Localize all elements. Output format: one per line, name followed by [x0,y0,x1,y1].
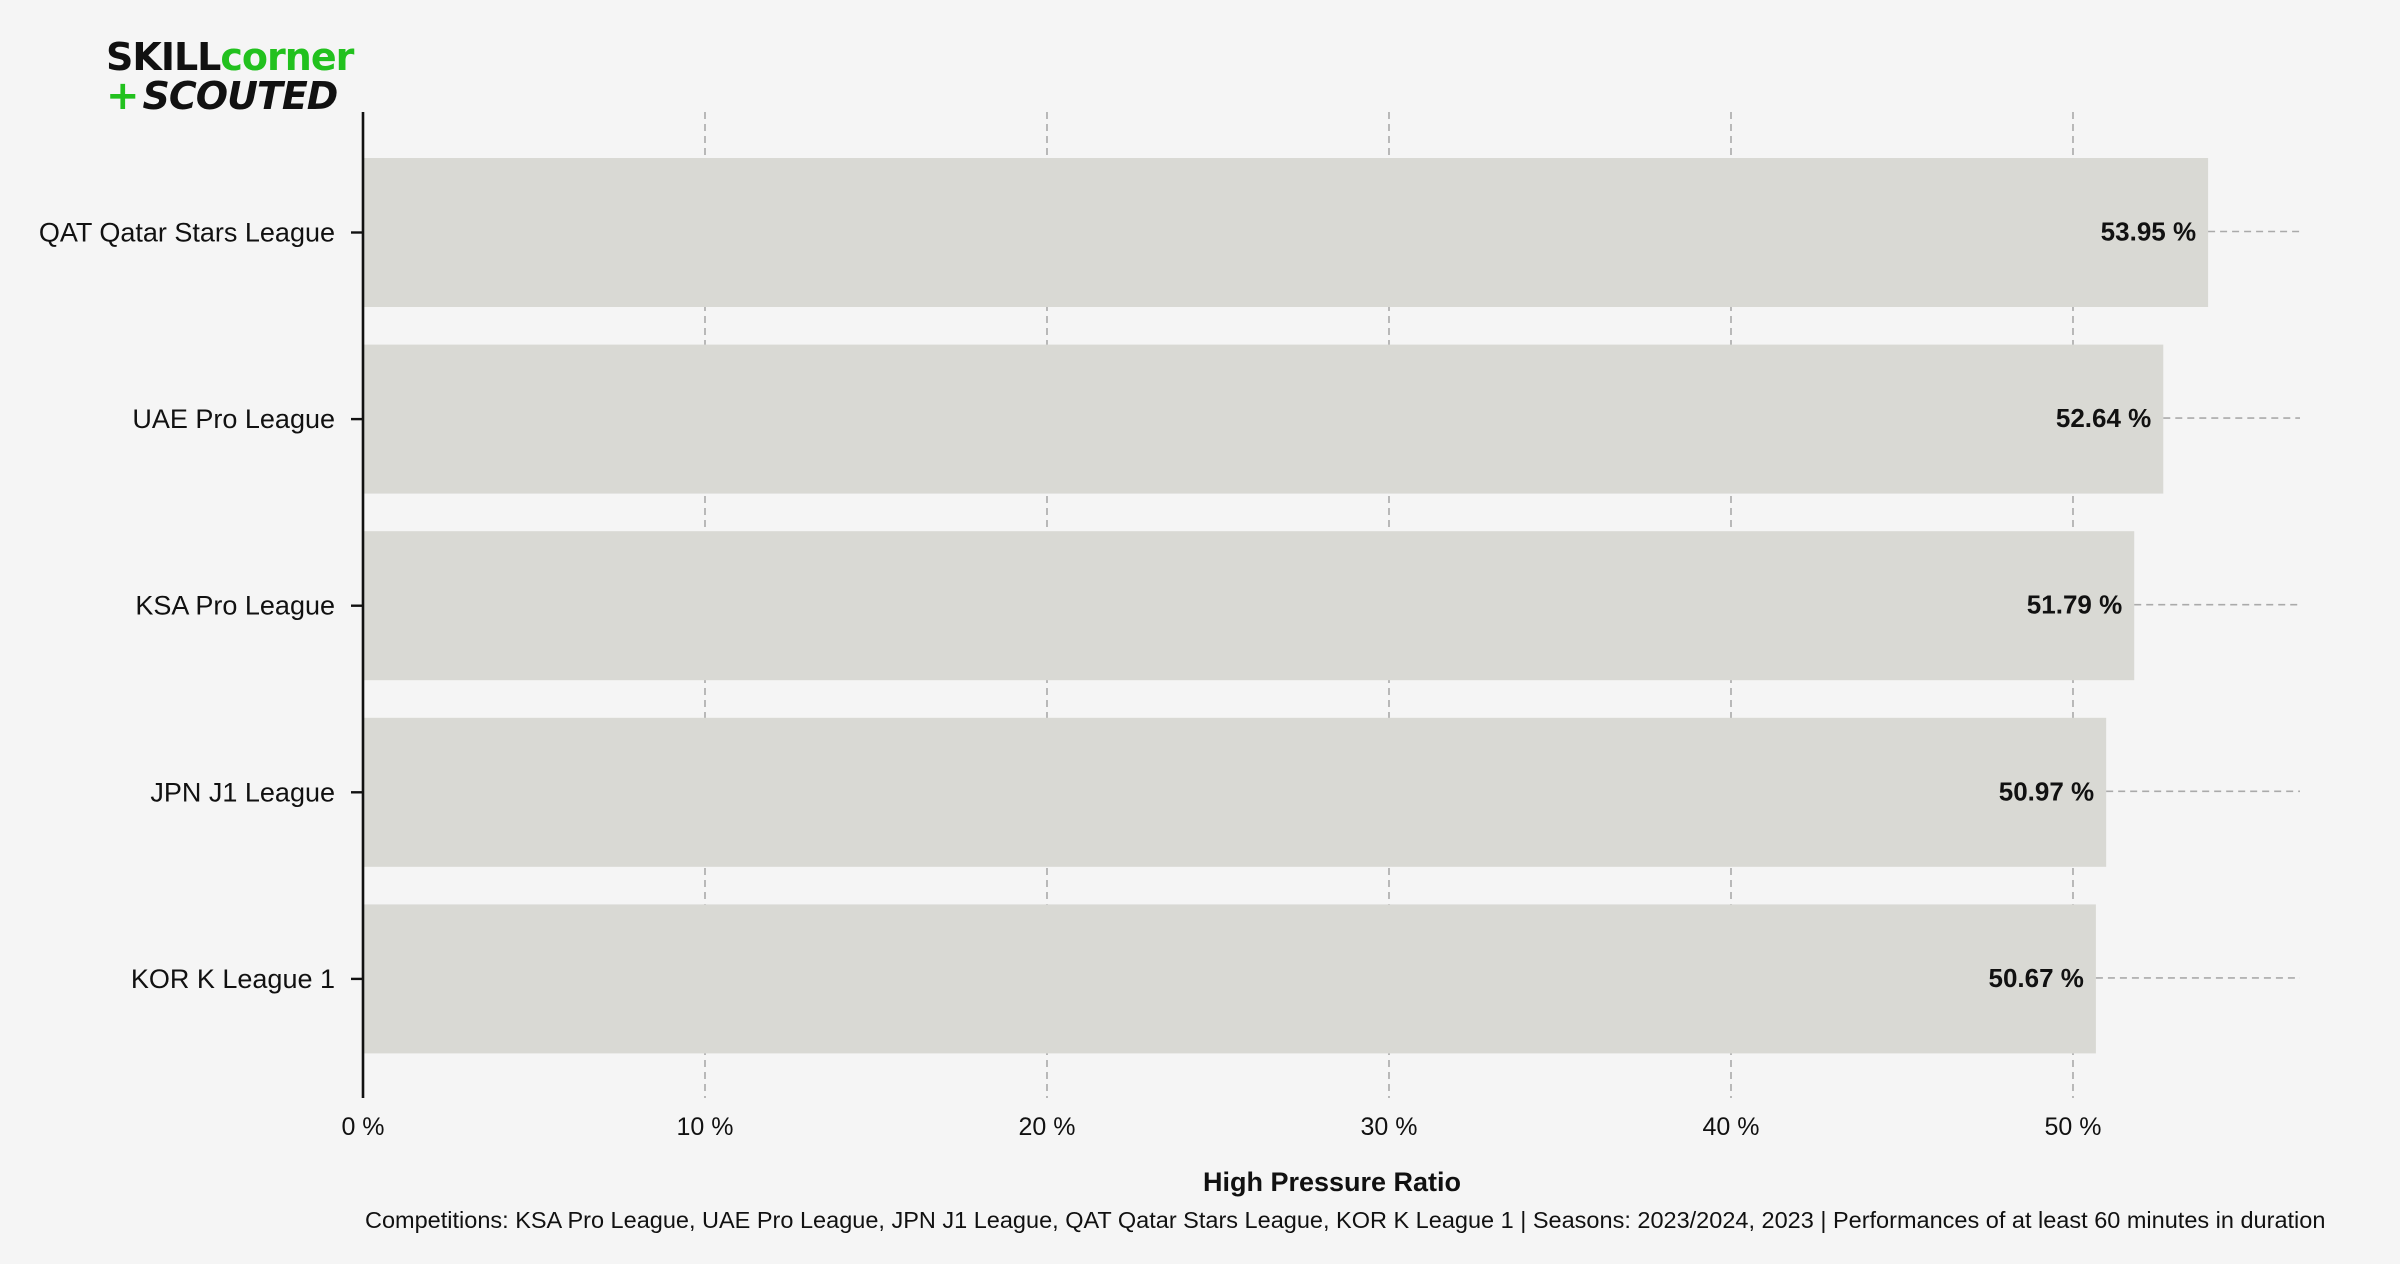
x-tick-label: 30 % [1361,1113,1418,1141]
bar-value-label: 51.79 % [2027,590,2122,620]
bar [363,344,2164,494]
bar-value-label: 52.64 % [2056,403,2151,433]
skillcorner-scouted-logo: SKILLcorner + SCOUTED [106,35,354,119]
x-tick-label: 40 % [1703,1113,1760,1141]
bar [363,904,2096,1054]
x-tick-label: 20 % [1019,1113,1076,1141]
y-tick-label: UAE Pro League [132,404,335,434]
y-tick-label: JPN J1 League [150,777,335,807]
bar [363,717,2107,867]
bar-value-label: 50.67 % [1989,963,2084,993]
chart-subtitle: Competitions: KSA Pro League, UAE Pro Le… [365,1207,2326,1233]
y-tick-label: QAT Qatar Stars League [39,218,335,248]
logo-plus-icon: + [106,73,140,119]
bar [363,531,2135,681]
bar-value-label: 53.95 % [2101,217,2196,247]
logo-text-scouted: SCOUTED [142,74,339,118]
bar-value-label: 50.97 % [1999,776,2094,806]
logo-text-skill: SKILL [106,35,221,79]
bar [363,158,2209,307]
x-tick-label: 50 % [2045,1113,2102,1141]
x-tick-label: 10 % [677,1113,734,1141]
y-tick-label: KOR K League 1 [131,964,335,994]
logo-text-corner: corner [220,35,354,79]
y-tick-label: KSA Pro League [135,591,335,621]
x-axis-title: High Pressure Ratio [1202,1167,1462,1197]
x-tick-label: 0 % [341,1113,384,1141]
